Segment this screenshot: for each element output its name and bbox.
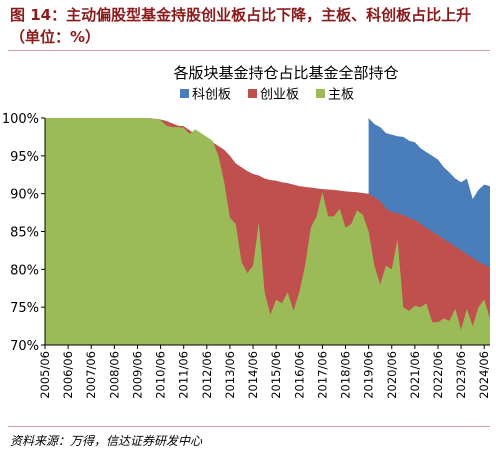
y-tick-label: 100% bbox=[2, 112, 39, 127]
x-tick-label: 2014/06 bbox=[246, 351, 260, 399]
x-tick-label: 2016/06 bbox=[292, 351, 306, 399]
x-tick-label: 2009/06 bbox=[130, 351, 144, 399]
x-tick-label: 2021/06 bbox=[408, 351, 422, 399]
legend-label: 主板 bbox=[328, 88, 354, 103]
source-divider bbox=[8, 426, 490, 427]
x-tick-label: 2006/06 bbox=[61, 351, 75, 399]
y-tick-label: 95% bbox=[10, 150, 39, 165]
x-tick-label: 2017/06 bbox=[315, 351, 329, 399]
figure-caption: 图 14：主动偏股型基金持股创业板占比下降，主板、科创板占比上升（单位：%） bbox=[10, 6, 472, 46]
x-tick-label: 2011/06 bbox=[177, 351, 191, 399]
caption-divider bbox=[8, 50, 490, 51]
x-tick-label: 2020/06 bbox=[385, 351, 399, 399]
x-axis: 2005/06 2006/06 2007/06 2008/06 2009/06 2010/… bbox=[38, 344, 491, 399]
x-tick-label: 2007/06 bbox=[84, 351, 98, 399]
legend-swatch bbox=[180, 89, 189, 98]
x-tick-label: 2005/06 bbox=[38, 351, 52, 399]
y-tick-label: 80% bbox=[10, 263, 39, 278]
area-series-3 bbox=[45, 118, 490, 345]
x-tick-label: 2015/06 bbox=[269, 351, 283, 399]
y-tick-label: 75% bbox=[10, 301, 39, 316]
y-tick-label: 90% bbox=[10, 188, 39, 203]
chart-legend: 科创板 创业板 主板 bbox=[180, 88, 354, 103]
legend-label: 创业板 bbox=[260, 88, 299, 103]
source-note: 资料来源：万得，信达证券研发中心 bbox=[10, 434, 203, 448]
x-tick-label: 2012/06 bbox=[200, 351, 214, 399]
y-tick-label: 70% bbox=[10, 339, 39, 354]
x-tick-label: 2024/06 bbox=[477, 351, 491, 399]
chart-title: 各版块基金持仓占比基金全部持仓 bbox=[173, 64, 398, 82]
y-axis: 100% 95% 90% 85% 80% 75% 70% bbox=[2, 112, 46, 354]
x-tick-label: 2008/06 bbox=[107, 351, 121, 399]
x-tick-label: 2022/06 bbox=[431, 351, 445, 399]
legend-swatch bbox=[316, 89, 325, 98]
x-tick-label: 2019/06 bbox=[362, 351, 376, 399]
y-tick-label: 85% bbox=[10, 226, 39, 241]
x-tick-label: 2013/06 bbox=[223, 351, 237, 399]
x-tick-label: 2018/06 bbox=[339, 351, 353, 399]
legend-label: 科创板 bbox=[192, 88, 231, 103]
x-tick-label: 2023/06 bbox=[454, 351, 468, 399]
x-tick-label: 2010/06 bbox=[154, 351, 168, 399]
plot-area bbox=[45, 118, 490, 345]
legend-swatch bbox=[248, 89, 257, 98]
